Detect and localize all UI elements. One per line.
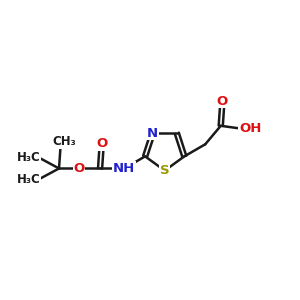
Text: O: O <box>73 162 84 175</box>
Text: O: O <box>217 94 228 108</box>
Text: N: N <box>147 127 158 140</box>
Text: NH: NH <box>113 162 135 175</box>
Text: O: O <box>96 137 107 150</box>
Text: S: S <box>160 164 169 177</box>
Text: OH: OH <box>239 122 261 135</box>
Text: H₃C: H₃C <box>17 151 41 164</box>
Text: H₃C: H₃C <box>17 173 41 186</box>
Text: CH₃: CH₃ <box>52 135 76 148</box>
